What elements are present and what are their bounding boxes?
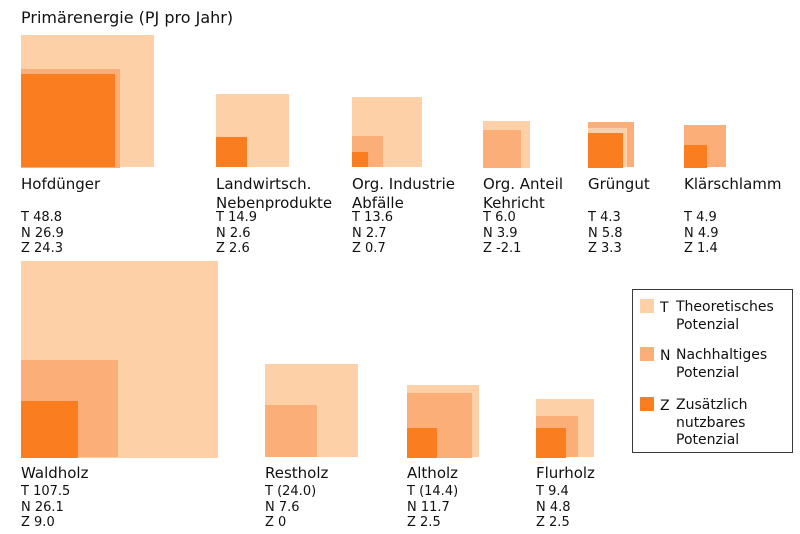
legend-swatch-N [640,347,654,361]
group-label: Landwirtsch. [216,175,312,193]
square-Z [21,400,78,458]
value-T: T (24.0) [265,484,317,499]
value-Z: Z 2.5 [536,515,570,530]
legend-label: Theoretisches [676,299,774,315]
value-Z: Z 3.3 [588,241,622,256]
square-Z [407,427,437,458]
legend-label: Potenzial [676,364,740,381]
chart-title: Primärenergie (PJ pro Jahr) [21,8,234,27]
group-label: Abfälle [352,193,404,212]
value-T: T 14.9 [216,210,258,225]
group-label: Hofdünger [21,175,101,193]
value-N: N 2.7 [352,225,387,241]
group-label: Org. Anteil [483,175,563,193]
legend-label: Nachhaltiges [676,347,768,363]
value-Z: Z 2.5 [407,515,441,530]
value-Z: Z -2.1 [483,241,522,256]
square-N [265,405,318,458]
legend-swatch-Z [640,397,654,411]
square-Z [21,73,115,168]
value-T: T 48.8 [21,210,63,225]
legend-label: nutzbares [676,414,746,431]
value-N: N 26.9 [21,225,64,241]
value-Z: Z 0.7 [352,241,386,256]
group-label: Altholz [407,463,459,482]
square-Z [536,427,566,458]
legend-label: Potenzial [676,316,740,333]
value-T: T 4.3 [588,210,621,225]
value-Z: Z 2.6 [216,241,250,256]
value-Z: Z 9.0 [21,515,55,530]
value-N: N 2.6 [216,225,251,241]
value-T: T 4.9 [684,210,717,225]
value-N: N 11.7 [407,499,450,515]
value-Z: Z 1.4 [684,241,718,256]
group-label: Grüngut [588,175,650,193]
group-label: Waldholz [21,463,89,482]
value-N: N 4.8 [536,499,571,515]
legend-swatch-T [640,299,654,313]
group-label: Org. Industrie [352,175,455,193]
group-label: Restholz [265,463,329,482]
square-Z [588,133,623,168]
group-label: Kehricht [483,193,545,212]
value-T: T 13.6 [352,210,394,225]
value-N: N 5.8 [588,225,623,241]
square-Z [352,151,368,168]
value-T: T 9.4 [536,484,569,499]
value-Z: Z 24.3 [21,241,63,256]
value-N: N 4.9 [684,225,719,241]
value-Z: Z 0 [265,515,287,530]
value-N: N 26.1 [21,499,64,515]
square-Z [216,136,247,168]
square-Z [684,145,707,168]
value-T: T (14.4) [407,484,459,499]
square-N [483,130,521,168]
value-T: T 107.5 [21,484,71,499]
legend-label: Potenzial [676,432,740,448]
group-label: Klärschlamm [684,175,782,193]
legend: T Theoretisches Potenzial N Nachhaltiges Pote… [632,289,793,453]
legend-label: Zusätzlich [676,397,748,413]
legend-key: N [660,348,671,364]
group-label: Nebenprodukte [216,193,333,212]
legend-key: T [660,300,669,316]
group-label: Flurholz [536,463,595,482]
value-N: N 3.9 [483,225,518,241]
value-N: N 7.6 [265,499,300,515]
legend-key: Z [660,398,670,414]
value-T: T 6.0 [483,210,516,225]
